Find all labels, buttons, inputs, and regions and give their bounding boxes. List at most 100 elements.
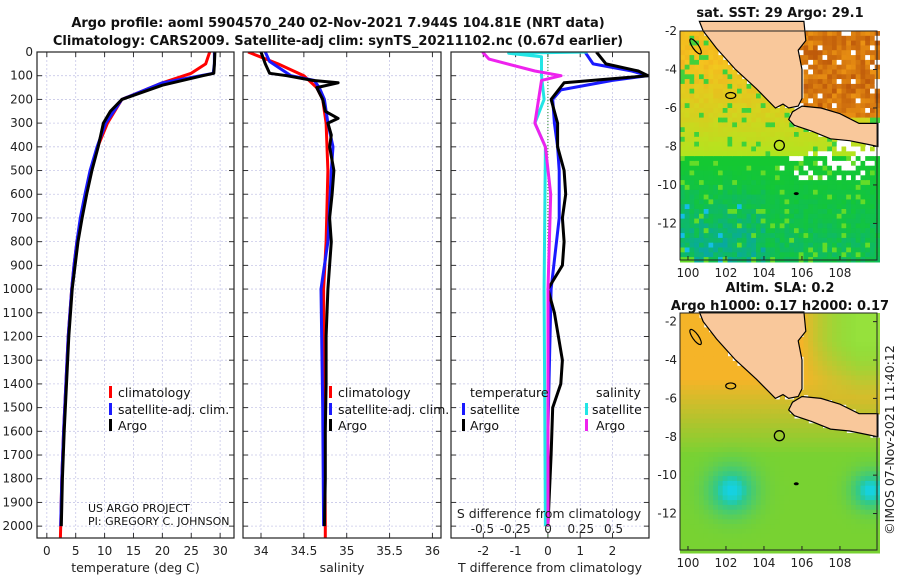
map-cell: [817, 317, 823, 324]
map-cell: [746, 127, 752, 133]
map-cell: [699, 432, 705, 439]
map-cell: [822, 365, 828, 372]
map-cell: [703, 209, 709, 215]
map-cell: [708, 509, 714, 516]
map-cell: [732, 156, 738, 162]
map-cell: [722, 189, 728, 196]
map-cell: [794, 452, 800, 458]
map-cell: [746, 228, 752, 234]
sst-map-title: sat. SST: 29 Argo: 29.1: [696, 6, 863, 21]
map-cell: [737, 509, 743, 516]
map-cell: [689, 103, 695, 109]
map-cell: [741, 423, 747, 429]
map-cell: [684, 490, 690, 496]
map-cell: [732, 394, 738, 400]
map-cell: [746, 399, 752, 405]
map-cell: [851, 317, 857, 324]
map-cell: [775, 423, 781, 429]
map-cell: [732, 495, 738, 501]
map-cell: [794, 218, 800, 224]
map-cell: [822, 495, 828, 501]
map-cell: [737, 184, 743, 191]
map-cell: [684, 524, 690, 530]
map-cell: [832, 165, 838, 172]
map-cell: [841, 346, 847, 352]
map-cell: [798, 485, 804, 492]
map-cell: [789, 108, 795, 114]
map-cell: [808, 380, 814, 386]
map-cell: [741, 504, 747, 511]
map-cell: [855, 146, 861, 152]
map-cell: [760, 548, 766, 554]
map-cell: [789, 528, 795, 535]
map-cell: [808, 447, 814, 453]
map-cell: [713, 432, 719, 439]
map-cell: [722, 480, 728, 487]
map-cell: [680, 452, 686, 458]
map-cell: [822, 447, 828, 453]
map-cell: [699, 543, 705, 549]
map-cell: [865, 543, 871, 549]
map-cell: [737, 156, 743, 162]
map-cell: [794, 223, 800, 229]
map-cell: [860, 346, 866, 352]
map-cell: [817, 346, 823, 352]
map-cell: [756, 399, 762, 405]
map-cell: [718, 533, 724, 540]
map-cell: [703, 375, 709, 381]
map-cell: [855, 538, 861, 544]
legend-argo: Argo: [338, 418, 367, 433]
map-cell: [794, 423, 800, 429]
x-tick-label: 1: [576, 544, 584, 558]
map-cell: [775, 184, 781, 191]
map-cell: [713, 141, 719, 148]
map-cell: [784, 538, 790, 544]
map-cell: [827, 370, 833, 376]
map-cell: [813, 151, 819, 157]
map-cell: [689, 389, 695, 396]
map-cell: [846, 40, 852, 46]
map-cell: [827, 461, 833, 468]
map-cell: [822, 218, 828, 224]
map-cell: [784, 204, 790, 210]
map-cell: [680, 351, 686, 357]
map-cell: [827, 490, 833, 496]
map-cell: [836, 385, 842, 391]
map-cell: [789, 432, 795, 439]
legend-swatch-s-argo: [585, 419, 588, 431]
map-cell: [836, 233, 842, 239]
map-cell: [684, 79, 690, 85]
map-cell: [846, 500, 852, 506]
map-cell: [832, 170, 838, 176]
map-cell: [689, 461, 695, 468]
map-cell: [808, 538, 814, 544]
map-cell: [832, 209, 838, 215]
map-cell: [694, 103, 700, 109]
map-cell: [756, 112, 762, 119]
map-cell: [751, 233, 757, 239]
map-cell: [680, 533, 686, 540]
map-cell: [718, 112, 724, 119]
map-cell: [770, 461, 776, 468]
map-cell: [860, 466, 866, 472]
map-cell: [851, 88, 857, 95]
map-cell: [751, 437, 757, 444]
map-cell: [836, 500, 842, 506]
map-cell: [713, 103, 719, 109]
map-cell: [680, 447, 686, 453]
map-cell: [737, 127, 743, 133]
map-cell: [718, 394, 724, 400]
map-cell: [732, 170, 738, 176]
map-cell: [841, 209, 847, 215]
map-cell: [703, 64, 709, 71]
map-cell: [708, 399, 714, 405]
map-cell: [751, 461, 757, 468]
map-cell: [732, 543, 738, 549]
map-cell: [860, 389, 866, 396]
map-cell: [703, 247, 709, 253]
map-cell: [708, 337, 714, 343]
map-cell: [732, 88, 738, 95]
series-argo: [259, 52, 340, 527]
map-cell: [760, 538, 766, 544]
map-cell: [741, 548, 747, 554]
